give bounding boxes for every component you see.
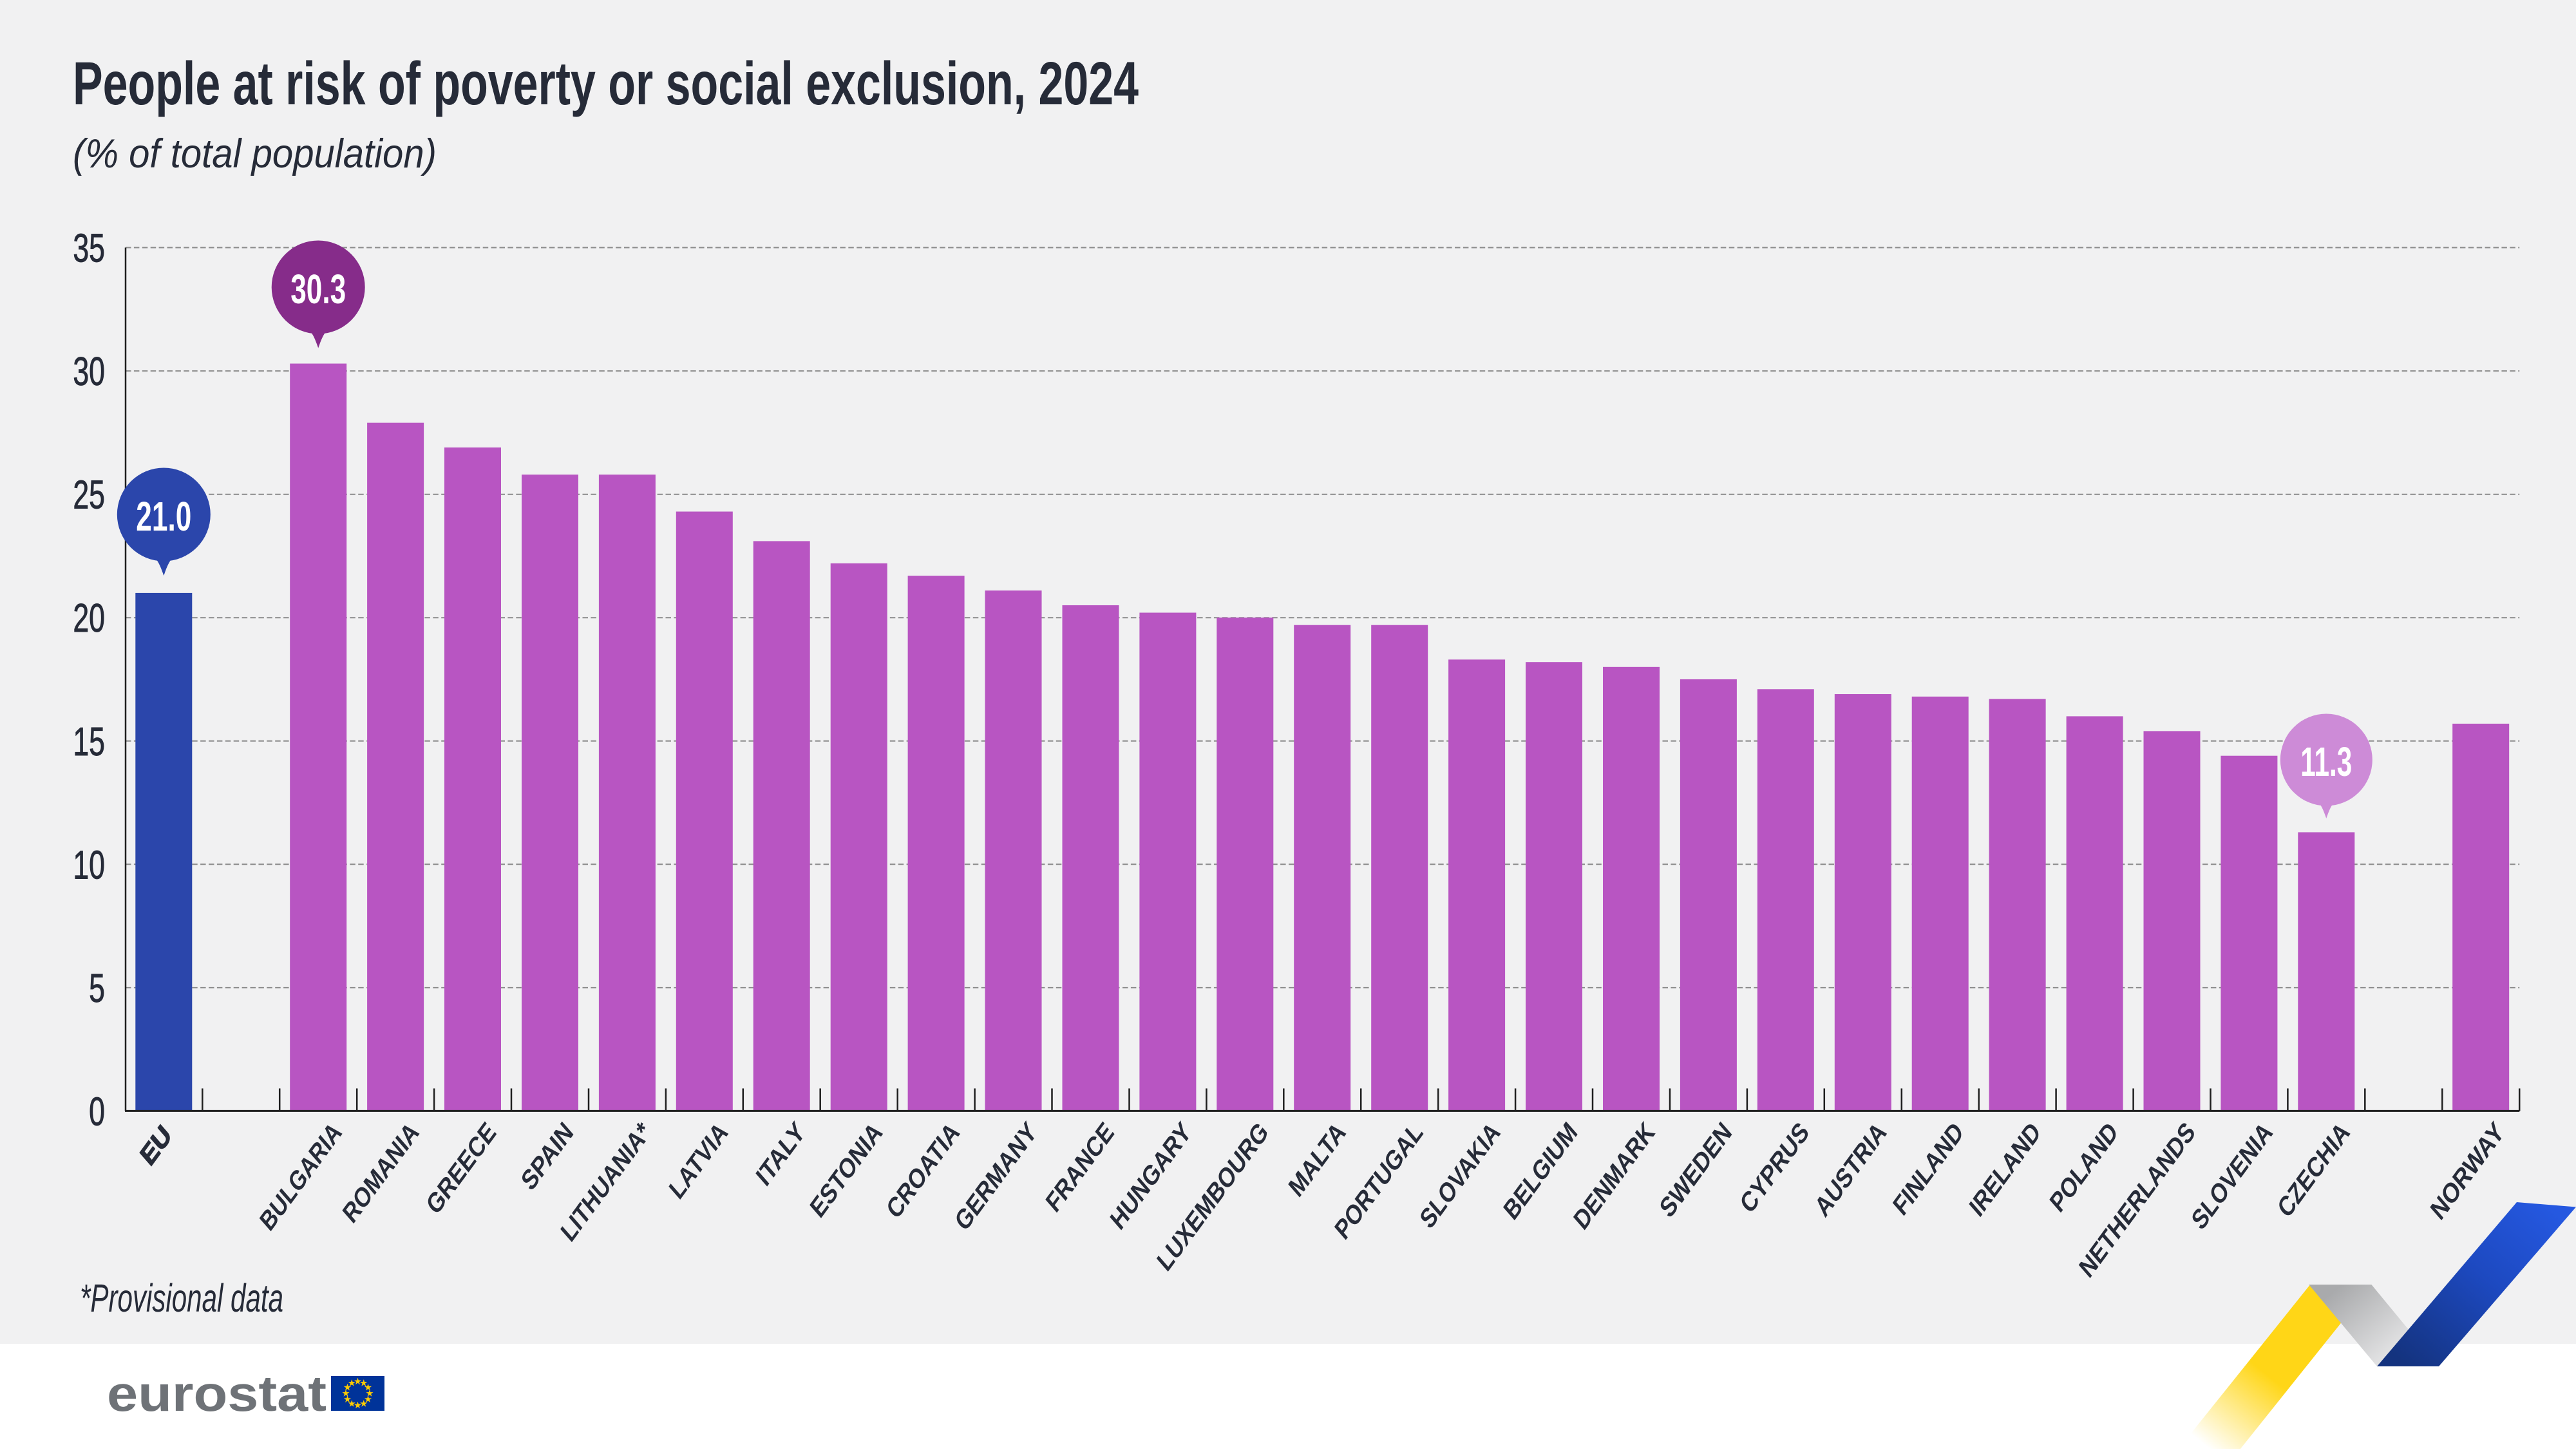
svg-text:21.0: 21.0 xyxy=(136,493,191,540)
svg-text:35: 35 xyxy=(73,226,105,270)
svg-text:*Provisional data: *Provisional data xyxy=(80,1276,283,1320)
svg-text:5: 5 xyxy=(89,966,105,1011)
svg-text:20: 20 xyxy=(73,596,105,641)
svg-text:30: 30 xyxy=(73,350,105,394)
svg-text:10: 10 xyxy=(73,843,105,887)
svg-text:eurostat: eurostat xyxy=(107,1365,327,1422)
svg-text:30.3: 30.3 xyxy=(290,266,346,312)
svg-text:15: 15 xyxy=(73,720,105,764)
svg-text:0: 0 xyxy=(89,1089,105,1134)
svg-text:25: 25 xyxy=(73,473,105,518)
svg-text:11.3: 11.3 xyxy=(2300,739,2352,785)
svg-text:People at risk of poverty or s: People at risk of poverty or social excl… xyxy=(73,50,1139,118)
svg-text:(% of total population): (% of total population) xyxy=(73,131,437,176)
